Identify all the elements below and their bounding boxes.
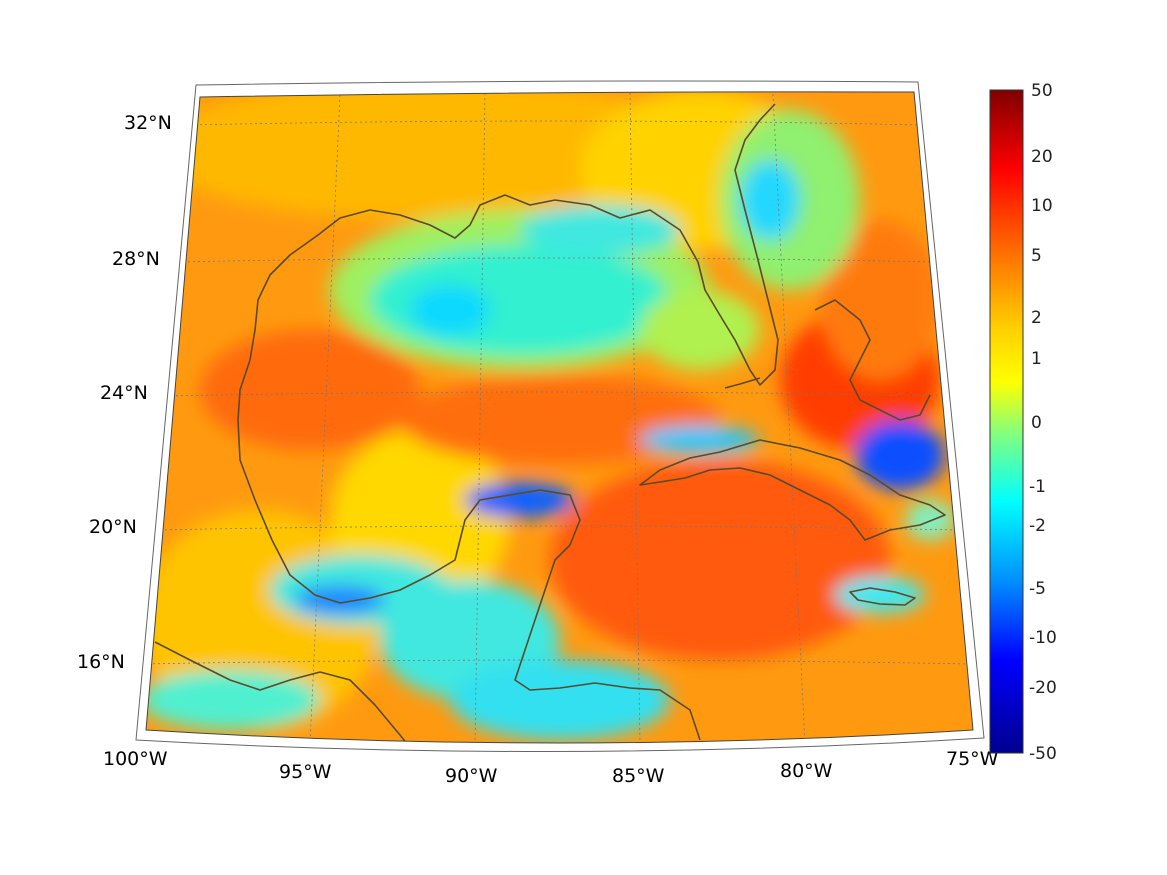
- lat-label-24: 24°N: [100, 382, 148, 404]
- parallel-line: [165, 391, 947, 397]
- cuba-coastline: [639, 439, 946, 541]
- colorbar-tick: -2: [1029, 516, 1046, 536]
- field-zone: [450, 660, 670, 740]
- colorbar-tick: -20: [1029, 678, 1057, 698]
- field-zone: [550, 460, 890, 660]
- longitude-labels: 100°W 95°W 90°W 85°W 80°W 75°W: [103, 748, 999, 787]
- field-zone: [640, 426, 760, 454]
- field-zone: [855, 420, 945, 490]
- field-zone: [740, 160, 800, 240]
- colorbar-tick: -1: [1029, 477, 1046, 497]
- colorbar-gradient: [989, 89, 1024, 754]
- map-frame: [145, 91, 974, 744]
- lon-label-75: 75°W: [946, 748, 999, 770]
- colorbar-tick: -5: [1029, 579, 1046, 599]
- colorbar-tick: 2: [1031, 308, 1042, 328]
- meridian-line: [629, 92, 641, 744]
- lat-label-32: 32°N: [124, 112, 172, 134]
- colorbar: 50 20 10 5 2 1 0 -1 -2 -5 -10 -20 -50: [989, 81, 1057, 764]
- meridian-line: [309, 94, 341, 744]
- data-field: [146, 91, 973, 744]
- colorbar-tick: -50: [1029, 744, 1057, 764]
- north-gulf-coast: [237, 194, 701, 741]
- lon-label-90: 90°W: [445, 765, 498, 787]
- colorbar-tick: 0: [1031, 413, 1042, 433]
- bahamas-coastline: [814, 299, 931, 421]
- jamaica-coastline: [849, 587, 916, 606]
- field-zone: [905, 500, 955, 540]
- field-zone: [835, 577, 925, 613]
- lat-label-28: 28°N: [112, 248, 160, 270]
- lon-label-95: 95°W: [279, 761, 332, 783]
- latitude-labels: 32°N 28°N 24°N 20°N 16°N: [77, 112, 172, 673]
- field-zone: [640, 290, 760, 370]
- coastlines: [154, 103, 946, 744]
- florida-keys: [724, 377, 761, 389]
- lat-label-16: 16°N: [77, 651, 125, 673]
- colorbar-tick: -10: [1029, 628, 1057, 648]
- field-zone: [295, 586, 385, 614]
- field-zone: [520, 205, 680, 255]
- field-zone: [820, 220, 940, 380]
- field-zone: [150, 91, 710, 220]
- central-america-coast: [154, 641, 413, 744]
- field-zone: [410, 285, 490, 335]
- colorbar-tick: 10: [1031, 196, 1053, 216]
- lon-label-100: 100°W: [103, 748, 168, 770]
- colorbar-tick: 20: [1031, 147, 1053, 167]
- lat-label-20: 20°N: [89, 516, 137, 538]
- graticule: [146, 92, 971, 744]
- map-border: [135, 80, 985, 753]
- colorbar-tick: 5: [1031, 246, 1042, 266]
- field-zone: [400, 375, 720, 465]
- gulf-coastline: [554, 103, 779, 386]
- parallel-line: [154, 525, 959, 531]
- meridian-line: [772, 93, 806, 744]
- meridian-line: [474, 92, 486, 744]
- lon-label-85: 85°W: [612, 765, 665, 787]
- field-zone: [200, 330, 420, 450]
- colorbar-tick: 50: [1031, 81, 1053, 101]
- colorbar-tick: 1: [1031, 349, 1042, 369]
- parallel-line: [189, 120, 923, 126]
- lon-label-80: 80°W: [780, 760, 833, 782]
